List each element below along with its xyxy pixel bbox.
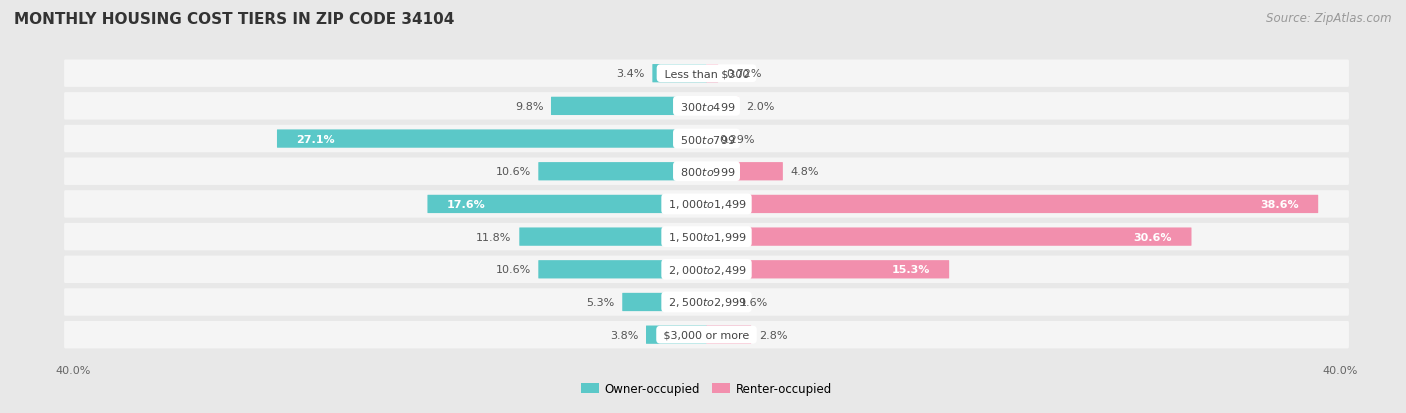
Text: $800 to $999: $800 to $999 xyxy=(676,166,737,178)
FancyBboxPatch shape xyxy=(706,195,1319,214)
FancyBboxPatch shape xyxy=(65,223,1348,251)
Text: Less than $300: Less than $300 xyxy=(661,69,752,79)
Text: $2,500 to $2,999: $2,500 to $2,999 xyxy=(665,296,748,309)
FancyBboxPatch shape xyxy=(538,261,707,279)
Text: MONTHLY HOUSING COST TIERS IN ZIP CODE 34104: MONTHLY HOUSING COST TIERS IN ZIP CODE 3… xyxy=(14,12,454,27)
Text: 4.8%: 4.8% xyxy=(790,167,818,177)
FancyBboxPatch shape xyxy=(277,130,707,148)
FancyBboxPatch shape xyxy=(623,293,707,311)
Text: 9.8%: 9.8% xyxy=(515,102,543,112)
FancyBboxPatch shape xyxy=(706,326,751,344)
FancyBboxPatch shape xyxy=(65,289,1348,316)
Text: $1,500 to $1,999: $1,500 to $1,999 xyxy=(665,230,748,244)
Text: 10.6%: 10.6% xyxy=(495,167,530,177)
Text: $300 to $499: $300 to $499 xyxy=(676,101,737,113)
Text: $3,000 or more: $3,000 or more xyxy=(661,330,752,340)
FancyBboxPatch shape xyxy=(65,191,1348,218)
FancyBboxPatch shape xyxy=(706,228,1191,246)
FancyBboxPatch shape xyxy=(706,293,733,311)
FancyBboxPatch shape xyxy=(706,261,949,279)
FancyBboxPatch shape xyxy=(427,195,707,214)
Text: 3.8%: 3.8% xyxy=(610,330,638,340)
Text: 0.72%: 0.72% xyxy=(725,69,761,79)
Text: 10.6%: 10.6% xyxy=(495,265,530,275)
FancyBboxPatch shape xyxy=(706,65,718,83)
FancyBboxPatch shape xyxy=(65,126,1348,153)
FancyBboxPatch shape xyxy=(65,321,1348,349)
Text: Source: ZipAtlas.com: Source: ZipAtlas.com xyxy=(1267,12,1392,25)
Text: 15.3%: 15.3% xyxy=(891,265,929,275)
FancyBboxPatch shape xyxy=(65,93,1348,120)
FancyBboxPatch shape xyxy=(65,60,1348,88)
Text: 3.4%: 3.4% xyxy=(616,69,645,79)
FancyBboxPatch shape xyxy=(65,256,1348,283)
Text: 1.6%: 1.6% xyxy=(740,297,768,307)
FancyBboxPatch shape xyxy=(519,228,707,246)
Text: 11.8%: 11.8% xyxy=(477,232,512,242)
FancyBboxPatch shape xyxy=(551,97,707,116)
Text: 17.6%: 17.6% xyxy=(447,199,485,209)
Text: $500 to $799: $500 to $799 xyxy=(676,133,737,145)
FancyBboxPatch shape xyxy=(706,130,711,148)
Text: 2.8%: 2.8% xyxy=(759,330,787,340)
FancyBboxPatch shape xyxy=(706,163,783,181)
Text: 30.6%: 30.6% xyxy=(1133,232,1173,242)
Text: $2,000 to $2,499: $2,000 to $2,499 xyxy=(665,263,748,276)
FancyBboxPatch shape xyxy=(645,326,707,344)
FancyBboxPatch shape xyxy=(538,163,707,181)
Text: 27.1%: 27.1% xyxy=(297,134,335,144)
Text: 5.3%: 5.3% xyxy=(586,297,614,307)
Text: 38.6%: 38.6% xyxy=(1260,199,1299,209)
Legend: Owner-occupied, Renter-occupied: Owner-occupied, Renter-occupied xyxy=(576,377,837,400)
Text: $1,000 to $1,499: $1,000 to $1,499 xyxy=(665,198,748,211)
FancyBboxPatch shape xyxy=(65,158,1348,185)
FancyBboxPatch shape xyxy=(652,65,707,83)
Text: 2.0%: 2.0% xyxy=(747,102,775,112)
FancyBboxPatch shape xyxy=(706,97,738,116)
Text: 0.29%: 0.29% xyxy=(718,134,755,144)
